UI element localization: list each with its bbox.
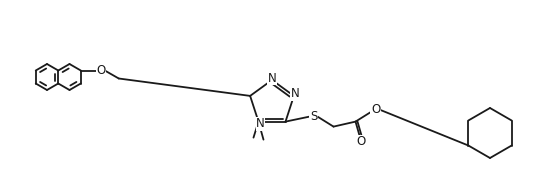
Text: N: N bbox=[256, 117, 265, 130]
Text: S: S bbox=[310, 110, 317, 123]
Text: O: O bbox=[356, 135, 365, 148]
Text: N: N bbox=[291, 87, 299, 100]
Text: N: N bbox=[268, 71, 276, 85]
Text: O: O bbox=[371, 103, 380, 116]
Text: O: O bbox=[96, 64, 105, 77]
